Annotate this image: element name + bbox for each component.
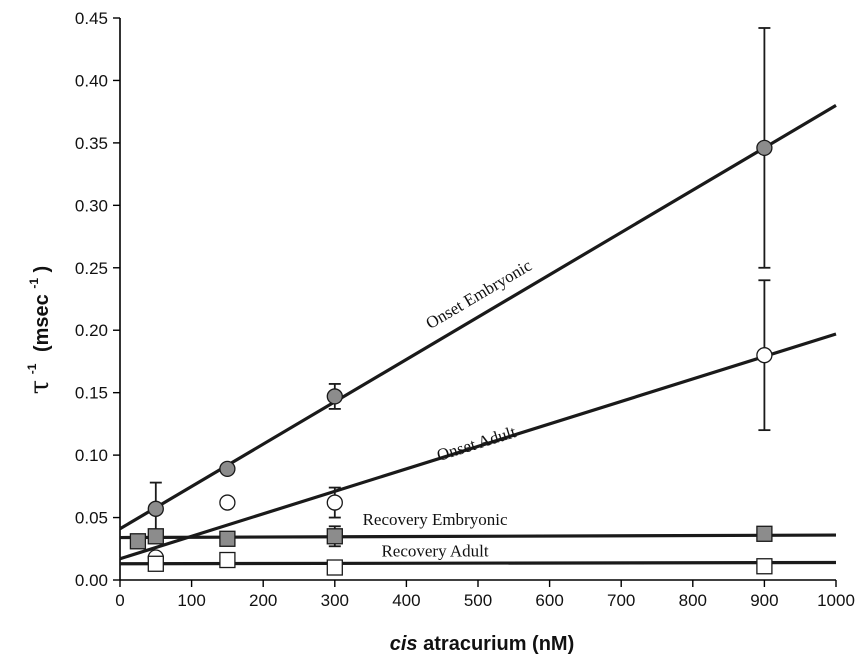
onset-embryonic-point: [147, 500, 164, 517]
x-axis-title: cis atracurium (nM): [390, 633, 575, 655]
x-tick-label: 300: [321, 591, 349, 610]
y-axis-title-tau: τ: [25, 380, 55, 394]
onset-embryonic-point: [219, 460, 236, 477]
x-tick-label: 400: [392, 591, 420, 610]
onset-embryonic-fit-line: [119, 104, 837, 531]
axes: 0.00 0.05 0.10 0.15 0.20 0.25 0.30 0.35 0.40 0.45…: [75, 9, 855, 610]
recovery-embryonic-point: [326, 528, 343, 545]
y-axis-title-unit-close: ): [31, 266, 53, 273]
x-axis-title-rest: atracurium (nM): [423, 633, 574, 655]
data-markers: [129, 139, 773, 576]
recovery-embryonic-point: [756, 525, 773, 542]
fit-lines: [119, 104, 837, 566]
x-tick-label: 900: [750, 591, 778, 610]
onset-adult-point: [756, 347, 773, 364]
y-tick-label: 0.45: [75, 9, 108, 28]
recovery-adult-fit-line: [119, 560, 837, 566]
y-tick-label: 0.10: [75, 446, 108, 465]
onset-adult-label: Onset Adult: [435, 422, 519, 465]
recovery-adult-point: [219, 551, 236, 569]
y-axis-title: τ -1 (msec -1 ): [19, 266, 55, 394]
recovery-adult-point: [147, 555, 164, 572]
recovery-embryonic-label: Recovery Embryonic: [363, 510, 508, 529]
recovery-adult-point: [756, 558, 773, 575]
x-tick-label: 1000: [817, 591, 855, 610]
y-tick-label: 0.30: [75, 196, 108, 215]
y-tick-label: 0.05: [75, 509, 108, 528]
recovery-adult-point: [326, 559, 343, 576]
x-axis-title-italic: cis: [390, 633, 418, 655]
y-axis-title-unit-sup: -1: [27, 278, 41, 289]
recovery-adult-label: Recovery Adult: [381, 541, 488, 560]
x-tick-label: 500: [464, 591, 492, 610]
y-tick-label: 0.15: [75, 384, 108, 403]
recovery-embryonic-point: [129, 533, 147, 550]
recovery-embryonic-point: [219, 530, 236, 547]
x-tick-label: 0: [115, 591, 124, 610]
onset-embryonic-point: [326, 388, 343, 405]
x-tick-label: 100: [177, 591, 205, 610]
onset-adult-point: [219, 494, 236, 511]
y-tick-label: 0.25: [75, 259, 108, 278]
onset-adult-fit-line: [119, 332, 837, 561]
error-bars: [149, 27, 771, 548]
y-axis-title-sup: -1: [25, 363, 39, 374]
onset-adult-point: [326, 494, 343, 511]
y-axis-title-unit: (msec: [31, 294, 53, 352]
y-tick-label: 0.20: [75, 321, 108, 340]
x-tick-label: 600: [535, 591, 563, 610]
y-tick-label: 0.00: [75, 571, 108, 590]
onset-embryonic-point: [756, 139, 773, 157]
x-tick-label: 200: [249, 591, 277, 610]
recovery-embryonic-fit-line: [119, 533, 837, 540]
x-tick-label: 800: [679, 591, 707, 610]
svg-text:τ -1 (msec -: τ -1 (msec -1 ): [19, 266, 55, 394]
recovery-embryonic-point: [147, 528, 164, 545]
y-tick-label: 0.40: [75, 71, 108, 90]
y-tick-label: 0.35: [75, 134, 108, 153]
x-tick-label: 700: [607, 591, 635, 610]
